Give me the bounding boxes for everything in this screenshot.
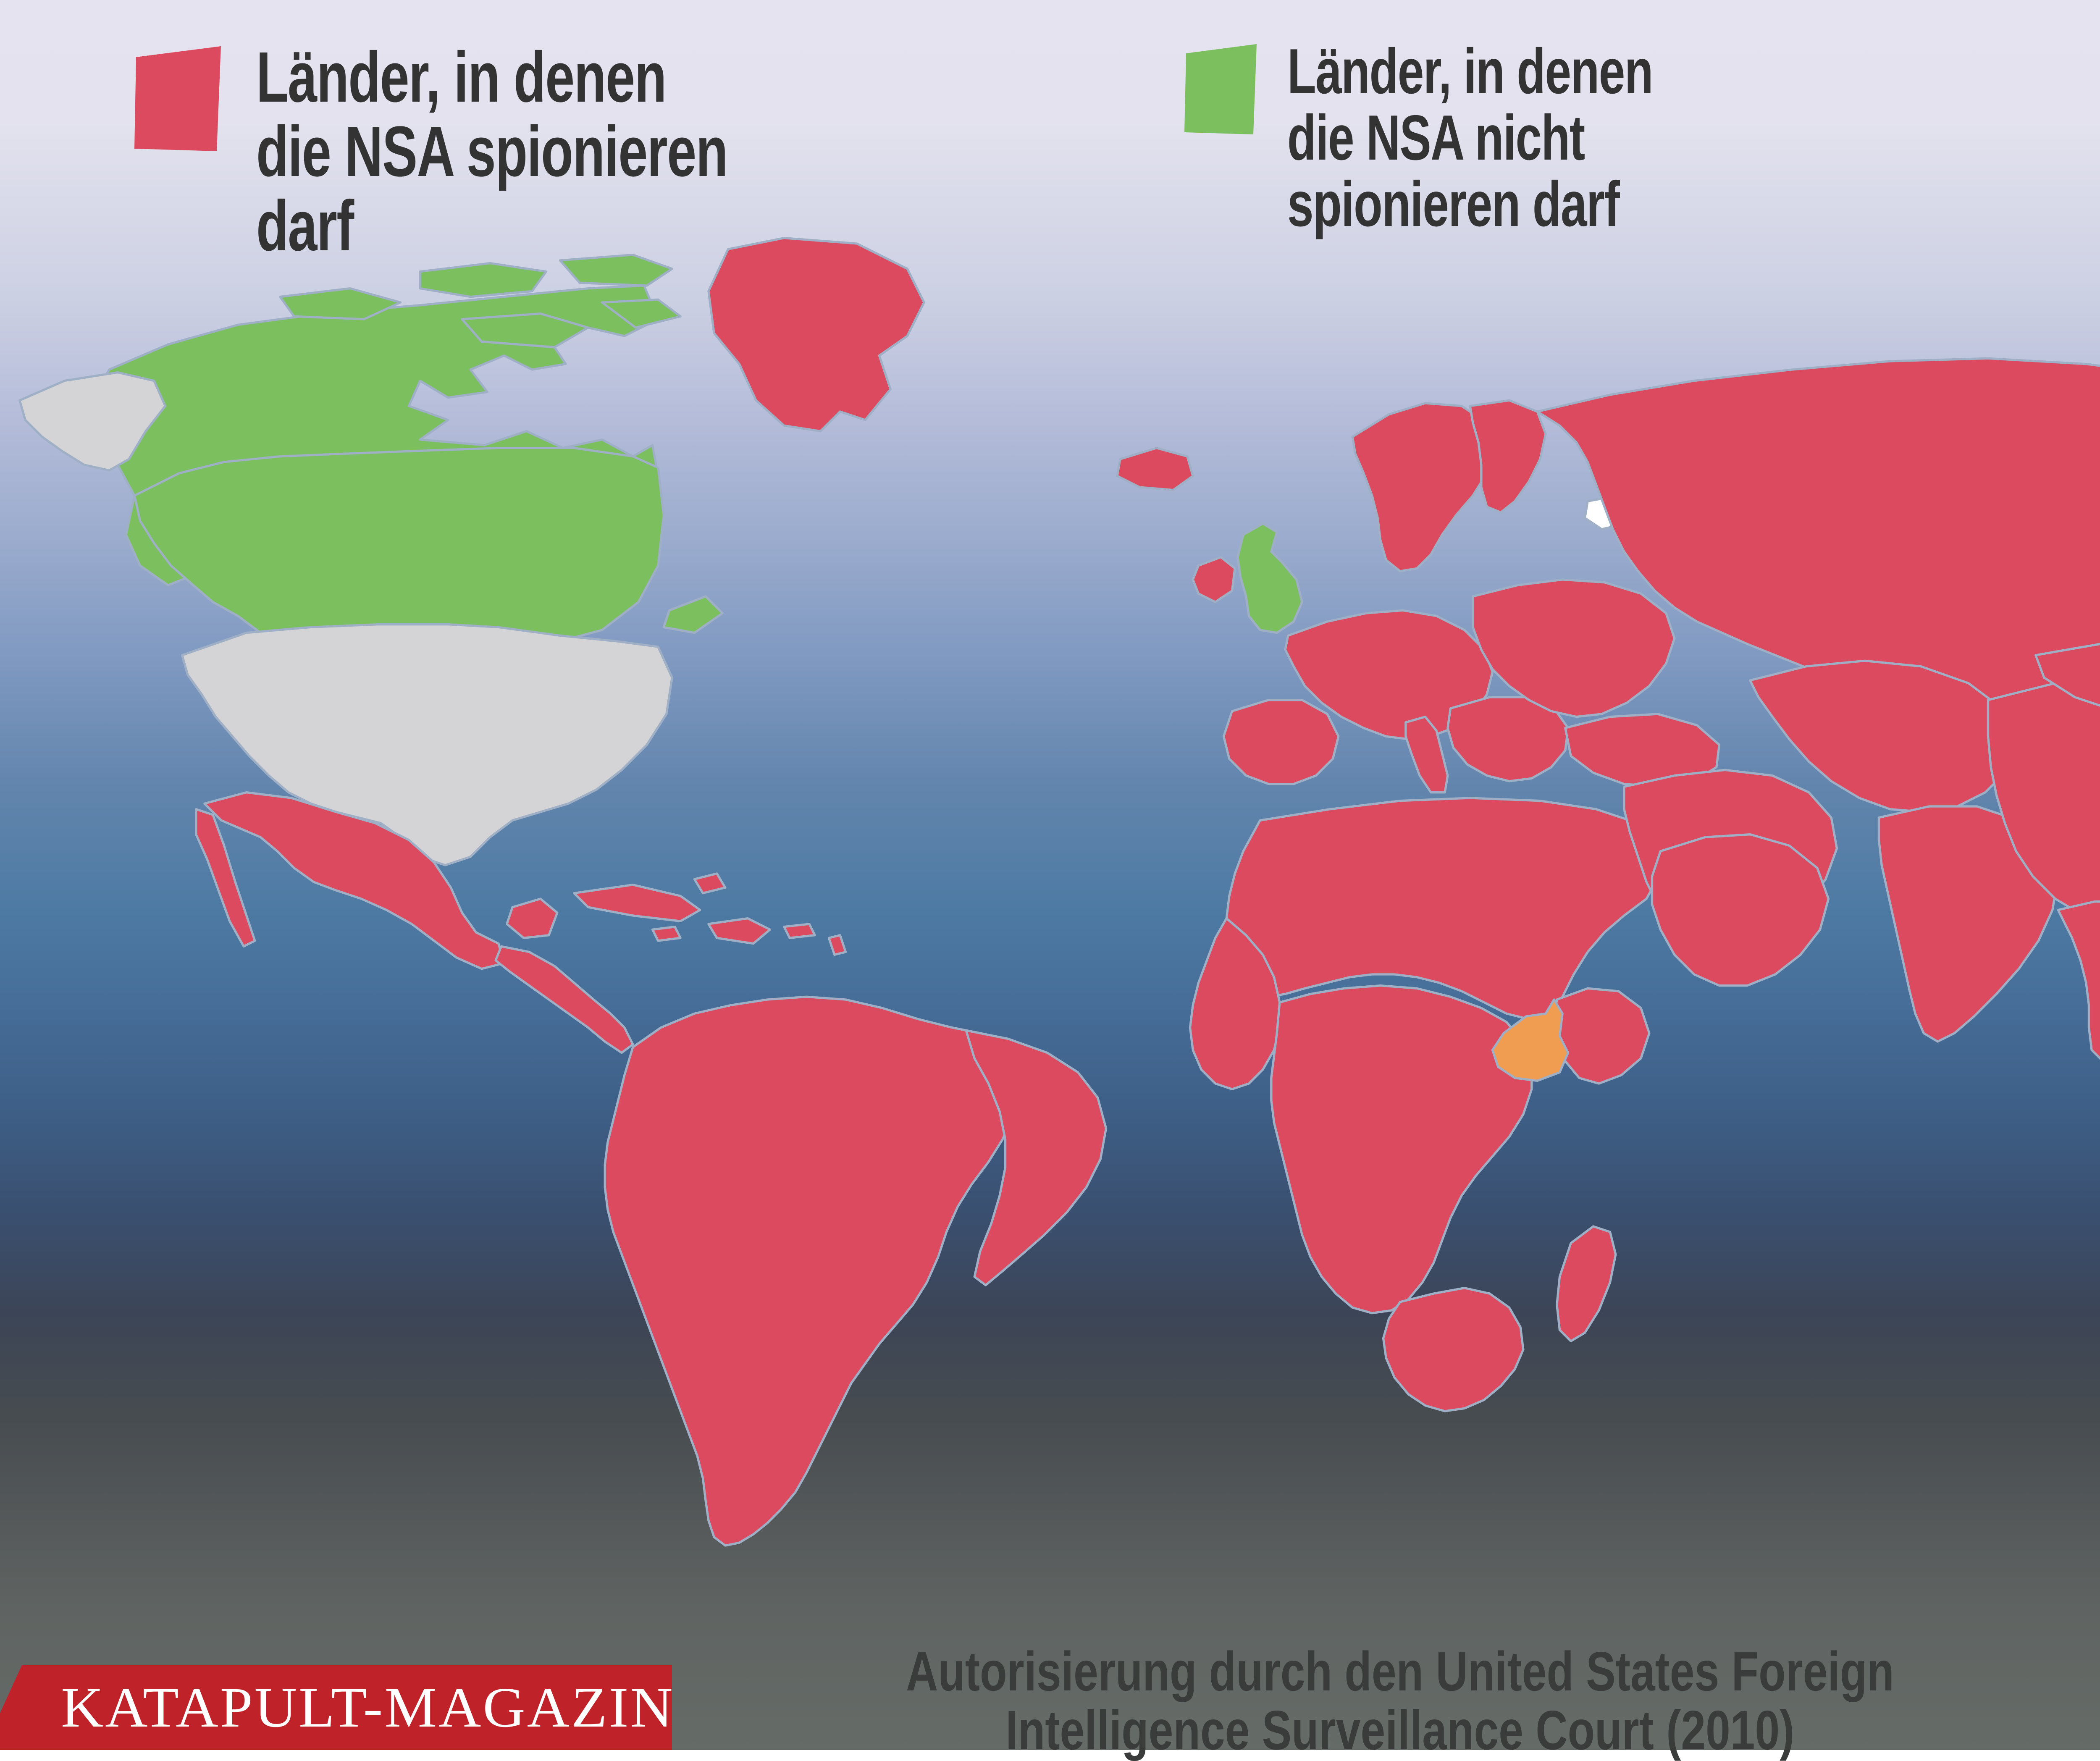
- region-sea-mainland: [2058, 902, 2100, 1061]
- region-bahamas: [695, 874, 725, 893]
- region-madagascar: [1557, 1226, 1616, 1341]
- world-map: [0, 235, 2100, 1663]
- map-caption-text: Autorisierung durch den United States Fo…: [906, 1642, 1894, 1760]
- legend-label-not-allowed: Länder, in denen die NSA nicht spioniere…: [1287, 38, 1653, 237]
- region-africa-south: [1383, 1288, 1523, 1411]
- region-arabia: [1652, 835, 1829, 986]
- legend-swatch-green: [1184, 44, 1258, 134]
- region-lesser-antilles: [829, 935, 846, 955]
- region-central-america: [496, 946, 633, 1052]
- legend-label-allowed: Länder, in denen die NSA spionieren darf: [256, 40, 727, 263]
- region-ireland: [1193, 557, 1235, 602]
- region-south-america: [605, 997, 1016, 1546]
- region-puerto-rico: [784, 924, 815, 938]
- region-iceland: [1117, 448, 1193, 490]
- legend: Länder, in denen die NSA spionieren darf…: [0, 0, 2100, 344]
- region-africa-central: [1271, 986, 1532, 1313]
- legend-item-not-allowed: Länder, in denen die NSA nicht spioniere…: [1184, 44, 1781, 237]
- legend-item-allowed: Länder, in denen die NSA spionieren darf: [134, 46, 893, 263]
- region-finland: [1470, 400, 1546, 512]
- region-africa-north: [1226, 798, 1660, 1019]
- brand-text: KATAPULT-MAGAZIN.de: [61, 1675, 729, 1740]
- region-hispaniola: [709, 919, 770, 944]
- region-canada-newfoundland: [664, 596, 722, 633]
- region-jamaica: [653, 927, 681, 941]
- legend-swatch-red: [134, 46, 223, 151]
- region-horn-of-africa: [1554, 988, 1649, 1084]
- katapult-brand-banner[interactable]: KATAPULT-MAGAZIN.de: [0, 1665, 672, 1750]
- region-yucatan: [507, 899, 557, 938]
- brand-name: KATAPULT-MAGAZIN: [61, 1676, 675, 1739]
- region-iberia: [1224, 700, 1339, 784]
- world-map-svg: [0, 235, 2100, 1663]
- region-cuba: [574, 885, 700, 921]
- region-great-britain: [1238, 524, 1302, 633]
